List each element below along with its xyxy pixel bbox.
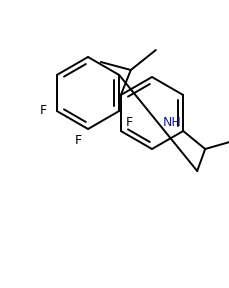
Text: F: F xyxy=(74,134,81,147)
Text: F: F xyxy=(39,105,46,118)
Text: F: F xyxy=(125,117,132,130)
Text: NH: NH xyxy=(162,117,181,130)
